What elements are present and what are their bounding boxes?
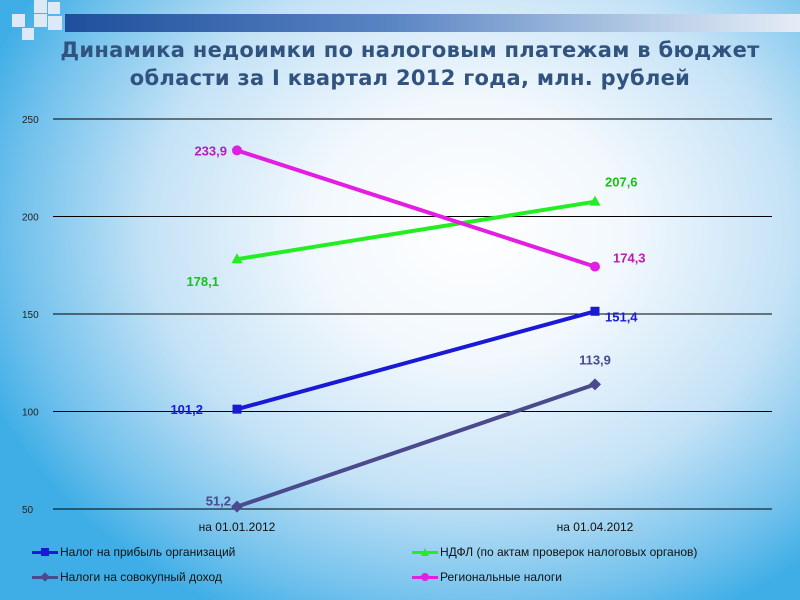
data-label: 51,2: [206, 494, 231, 509]
data-point-marker: [231, 500, 243, 513]
decor-square: [12, 14, 25, 27]
series-line: [236, 148, 596, 269]
y-tick-label: 100: [22, 408, 39, 419]
y-tick-label: 50: [22, 505, 34, 516]
legend-label: Налоги на совокупный доход: [60, 570, 222, 584]
chart-title: Динамика недоимки по налоговым платежам …: [60, 38, 760, 90]
y-tick-label: 150: [22, 310, 39, 321]
decor-square: [48, 2, 60, 14]
data-label: 207,6: [605, 175, 638, 190]
x-tick-label: на 01.04.2012: [557, 520, 634, 534]
y-tick-label: 200: [22, 213, 39, 224]
legend-item: Налог на прибыль организаций: [32, 545, 235, 559]
legend-label: Региональные налоги: [440, 570, 562, 584]
decorative-header-bar: [0, 0, 800, 40]
data-point-marker: [589, 195, 601, 206]
legend-swatch: [32, 571, 58, 583]
data-point-marker: [590, 261, 600, 272]
legend-swatch-marker: [421, 548, 429, 556]
y-tick-label: 250: [22, 115, 39, 126]
data-label: 174,3: [613, 251, 646, 266]
decor-square: [48, 16, 62, 30]
data-label: 233,9: [194, 143, 227, 158]
legend-swatch: [412, 571, 438, 583]
data-point-marker: [590, 306, 600, 316]
data-label: 101,2: [170, 402, 203, 417]
legend-swatch-marker: [40, 572, 50, 582]
legend-item: Налоги на совокупный доход: [32, 570, 222, 584]
data-label: 178,1: [186, 274, 219, 289]
legend-label: НДФЛ (по актам проверок налоговых органо…: [440, 545, 698, 559]
data-point-marker: [589, 378, 601, 391]
legend-swatch-marker: [41, 548, 49, 556]
legend-item: НДФЛ (по актам проверок налоговых органо…: [412, 545, 697, 559]
series-line: [236, 382, 596, 509]
legend-item: Региональные налоги: [412, 570, 562, 584]
header-gradient-band: [65, 14, 800, 32]
legend-swatch: [412, 546, 438, 558]
decor-square: [22, 28, 34, 40]
decor-square: [34, 0, 47, 13]
data-point-marker: [232, 404, 242, 414]
data-point-marker: [232, 145, 242, 156]
series-line: [236, 309, 596, 412]
legend-swatch-marker: [421, 573, 429, 581]
decor-square: [34, 14, 47, 27]
series-line: [236, 199, 596, 262]
legend-label: Налог на прибыль организаций: [60, 545, 236, 559]
x-tick-label: на 01.01.2012: [199, 520, 276, 534]
data-label: 113,9: [579, 352, 611, 367]
legend-swatch: [32, 546, 58, 558]
data-label: 151,4: [605, 309, 638, 324]
data-point-marker: [231, 253, 243, 264]
